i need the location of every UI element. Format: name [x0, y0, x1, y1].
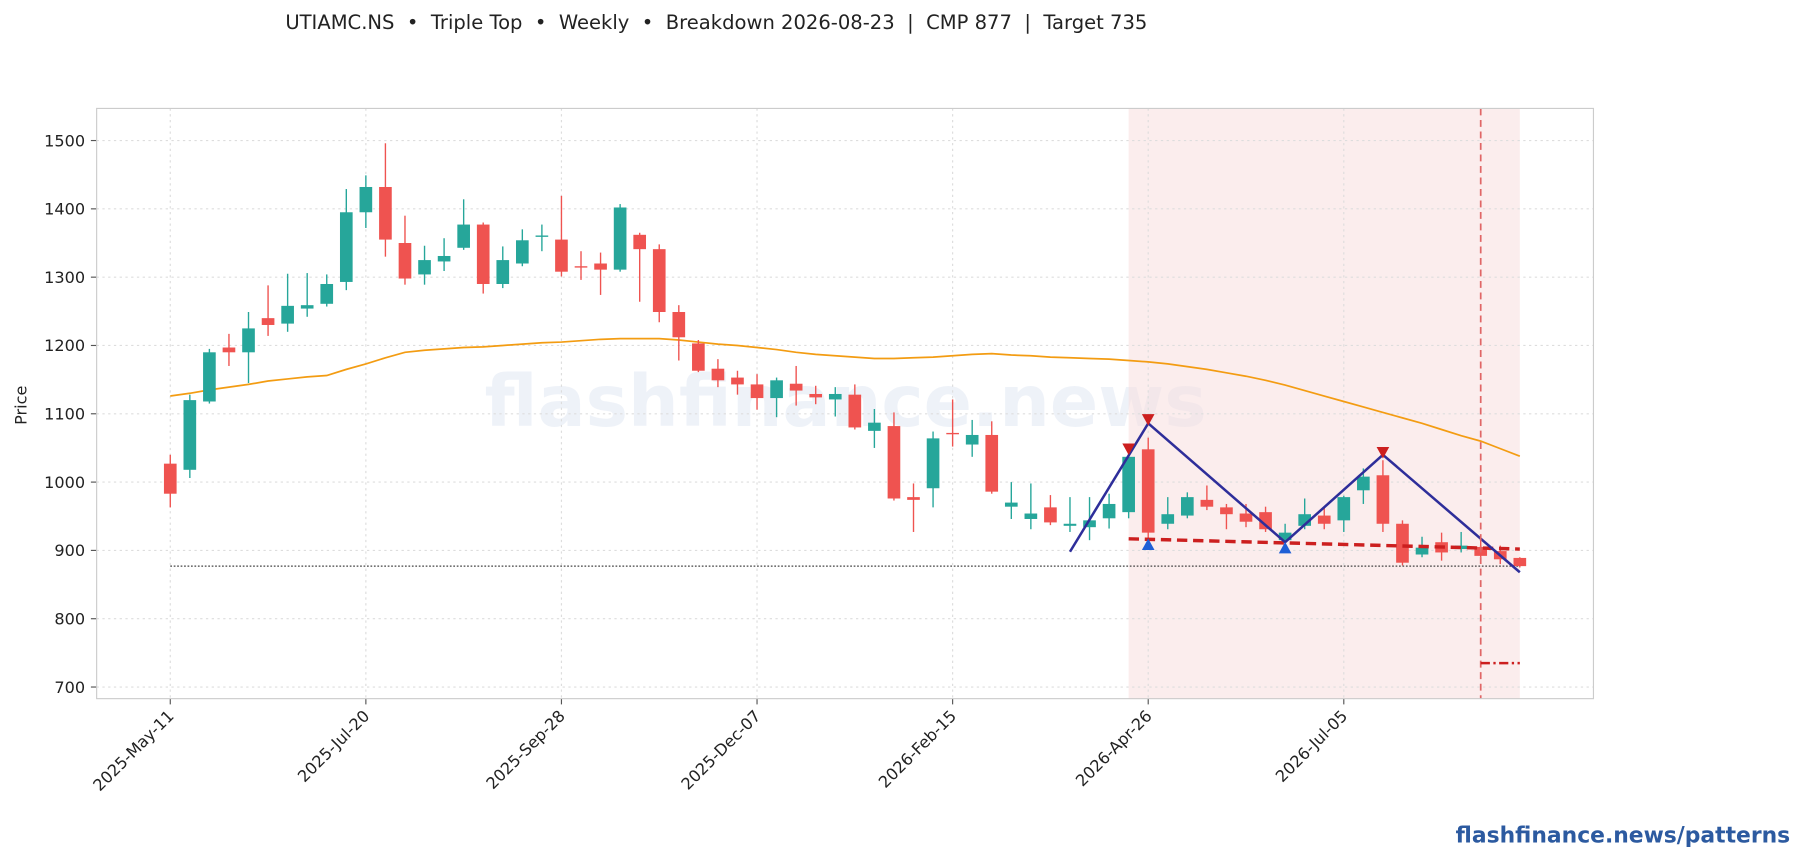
- candle-body: [1357, 476, 1370, 491]
- x-tick-label: 2026-Feb-15: [875, 706, 960, 791]
- candle-body: [594, 263, 607, 270]
- candle-body: [848, 394, 862, 428]
- candle-body: [496, 260, 510, 284]
- candle-body: [437, 255, 451, 262]
- x-tick-label: 2026-Apr-26: [1072, 706, 1156, 790]
- candle-body: [339, 212, 353, 282]
- chart-title: UTIAMC.NS • Triple Top • Weekly • Breakd…: [285, 11, 1147, 34]
- candle-body: [1102, 503, 1116, 519]
- candle-body: [613, 207, 627, 270]
- candle-body: [1161, 514, 1175, 524]
- neckline: [1128, 537, 1520, 551]
- candle-body: [281, 305, 294, 324]
- y-tick-label: 700: [54, 678, 85, 697]
- candle-body: [1513, 557, 1527, 567]
- y-tick-label: 1100: [44, 405, 85, 424]
- candle-body: [1278, 532, 1292, 541]
- x-tick-label: 2026-Jul-05: [1272, 706, 1351, 785]
- candle-body: [1376, 475, 1390, 524]
- y-tick-label: 1200: [44, 336, 85, 355]
- candle-body: [692, 343, 705, 371]
- candle-body: [163, 463, 177, 494]
- candle-body: [750, 384, 764, 399]
- candle-body: [907, 497, 920, 500]
- y-tick-label: 900: [54, 541, 85, 560]
- candle-body: [711, 368, 725, 381]
- candle-body: [868, 422, 881, 431]
- pattern-zone: [1128, 108, 1520, 699]
- candle-body: [535, 235, 549, 237]
- candle-body: [300, 305, 314, 309]
- candle-body: [809, 393, 823, 398]
- candle-body: [457, 224, 470, 248]
- candle-body: [1337, 497, 1351, 521]
- y-tick-label: 1000: [44, 473, 85, 492]
- moving-average: [170, 337, 1521, 457]
- candle-body: [1396, 523, 1409, 563]
- candle-body: [1454, 545, 1468, 550]
- candle-body: [1415, 547, 1429, 555]
- watermark: flashfinance.news: [485, 360, 1207, 443]
- x-tick-label: 2025-Dec-07: [677, 706, 764, 793]
- plot-area: flashfinance.news 700 800 900 1000 1100 1200 13…: [44, 108, 1594, 795]
- candle-body: [1122, 456, 1135, 513]
- candle-body: [1141, 449, 1155, 533]
- candle-body: [359, 186, 373, 213]
- y-tick-label: 1500: [44, 131, 85, 150]
- candle-body: [203, 352, 216, 402]
- candle-body: [261, 318, 275, 325]
- candle-body: [476, 224, 490, 284]
- y-tick-label: 800: [54, 609, 85, 628]
- candle-body: [652, 249, 666, 313]
- candle-body: [555, 239, 568, 272]
- candle-body: [1317, 515, 1331, 524]
- candle-body: [926, 438, 940, 489]
- candle-body: [574, 266, 588, 268]
- x-tick-label: 2025-Sep-28: [482, 706, 569, 793]
- candle-body: [516, 240, 529, 264]
- candle-body: [320, 283, 334, 304]
- y-tick-label: 1300: [44, 268, 85, 287]
- top-marker: [1141, 414, 1155, 426]
- candle-body: [985, 434, 999, 492]
- candle-body: [1024, 513, 1038, 519]
- candle-body: [731, 377, 744, 385]
- candle-body: [1083, 520, 1096, 528]
- candle-body: [242, 328, 255, 353]
- candle-body: [672, 312, 686, 338]
- candle-body: [887, 426, 901, 499]
- candle-body: [398, 243, 412, 279]
- candle-body: [1200, 499, 1214, 507]
- candle-body: [946, 432, 959, 435]
- bottom-marker: [1141, 538, 1155, 551]
- candle-body: [379, 186, 392, 240]
- candle-body: [770, 380, 783, 399]
- x-tick-label: 2025-Jul-20: [294, 706, 373, 785]
- candle-body: [1239, 513, 1253, 522]
- candle-body: [1298, 514, 1312, 526]
- candle-body: [418, 260, 431, 275]
- x-tick-label: 2025-May-11: [89, 706, 177, 794]
- plot-frame: [96, 107, 1595, 700]
- candle-body: [965, 434, 979, 445]
- top-marker: [1122, 443, 1135, 456]
- candle-body: [1063, 523, 1077, 526]
- candle-body: [1220, 507, 1233, 515]
- candle-body: [1004, 502, 1018, 507]
- candle-body: [789, 383, 803, 391]
- candle-body: [1044, 507, 1057, 523]
- candle-body: [183, 400, 197, 470]
- candle-body: [1259, 512, 1272, 530]
- y-tick-label: 1400: [44, 200, 85, 219]
- candle-body: [828, 393, 842, 400]
- footer-link: flashfinance.news/patterns: [1456, 823, 1791, 848]
- top-marker: [1376, 446, 1390, 459]
- candle-body: [633, 234, 647, 250]
- y-axis-label: Price: [11, 386, 30, 425]
- candle-body: [222, 347, 236, 353]
- bottom-marker: [1278, 541, 1292, 554]
- candle-body: [1180, 497, 1194, 516]
